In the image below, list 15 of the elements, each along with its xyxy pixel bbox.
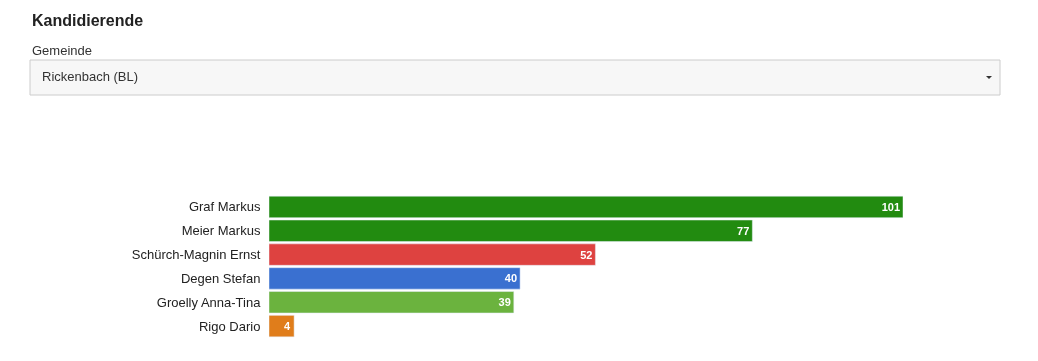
data-label: 39 bbox=[498, 296, 511, 309]
y-tick-label: Degen Stefan bbox=[180, 270, 261, 286]
text: Kandidierende bbox=[32, 12, 144, 29]
data-label: 4 bbox=[284, 320, 292, 333]
y-tick-label: Graf Markus bbox=[188, 199, 261, 215]
y-tick-label: Groelly Anna-Tina bbox=[156, 294, 262, 310]
data-label: 52 bbox=[580, 248, 593, 261]
data-label: 40 bbox=[504, 272, 518, 285]
y-tick-label: Meier Markus bbox=[181, 223, 261, 239]
text: Gemeinde bbox=[32, 43, 92, 58]
data-label: 77 bbox=[737, 224, 750, 237]
data-label: 101 bbox=[881, 200, 900, 213]
text: Rickenbach (BL) bbox=[42, 69, 139, 84]
y-tick-label: Schürch-Magnin Ernst bbox=[131, 247, 261, 263]
y-tick-label: Rigo Dario bbox=[198, 318, 261, 334]
